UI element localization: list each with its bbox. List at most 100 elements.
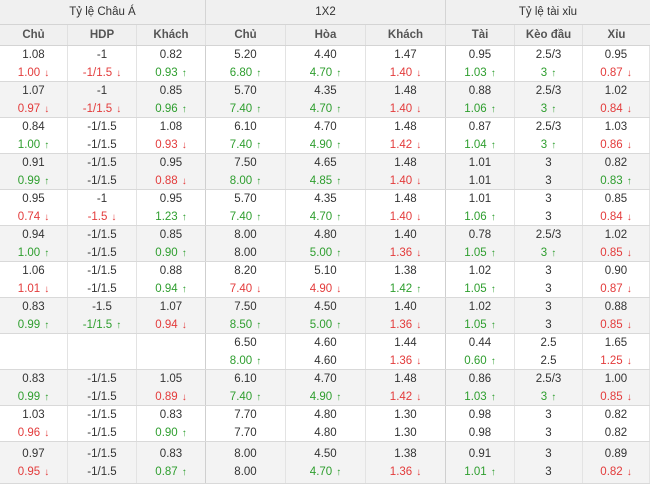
opening-odds: 0.88: [159, 264, 183, 277]
current-odds: 0.97: [18, 100, 49, 118]
opening-odds: 7.50: [234, 300, 257, 313]
cell-1x2-away: 1.38 1.36: [366, 442, 446, 483]
arrow-up-icon: [491, 392, 496, 403]
opening-odds: 1.01: [468, 192, 492, 205]
cell-under: 1.65 1.25: [583, 334, 650, 369]
cell-asian-away: 0.85 0.96: [137, 82, 206, 117]
cell-under: 1.02 0.85: [583, 226, 650, 261]
current-odds: 1.00: [18, 136, 49, 154]
arrow-up-icon: [491, 104, 496, 115]
arrow-down-icon: [44, 284, 49, 295]
current-odds: 1.40: [390, 64, 421, 82]
arrow-down-icon: [416, 320, 421, 331]
arrow-down-icon: [416, 212, 421, 223]
cell-asian-hdp: -1/1.5 -1/1.5: [68, 370, 137, 405]
cell-over: 0.98 0.98: [446, 406, 515, 441]
cell-over: 1.01 1.06: [446, 190, 515, 225]
arrow-up-icon: [551, 140, 556, 151]
arrow-down-icon: [416, 248, 421, 259]
arrow-up-icon: [256, 212, 261, 223]
arrow-down-icon: [44, 68, 49, 79]
opening-odds: 1.48: [394, 372, 417, 385]
opening-odds: 0.78: [468, 228, 492, 241]
arrow-up-icon: [256, 320, 261, 331]
opening-odds: 2.5: [540, 336, 557, 349]
current-odds: 8.00: [230, 172, 261, 190]
col-opening-line: Kèo đầu: [515, 25, 583, 45]
cell-asian-hdp: -1.5 -1/1.5: [68, 298, 137, 333]
opening-odds: 1.05: [159, 372, 183, 385]
opening-odds: 2.5/3: [535, 372, 562, 385]
current-odds: 7.40: [230, 388, 261, 406]
current-odds: 1.40: [390, 100, 421, 118]
current-odds: 0.85: [600, 316, 631, 334]
cell-asian-home: 0.83 0.99: [0, 298, 68, 333]
current-odds: 0.90: [155, 244, 186, 262]
current-odds: 0.85: [600, 388, 631, 406]
cell-under: 1.03 0.86: [583, 118, 650, 153]
current-odds: 6.80: [230, 64, 261, 82]
current-odds: 1.36: [390, 463, 421, 481]
cell-asian-hdp: -1 -1/1.5: [68, 82, 137, 117]
cell-1x2-draw: 4.65 4.85: [286, 154, 366, 189]
cell-1x2-away: 1.48 1.42: [366, 118, 446, 153]
opening-odds: 4.80: [314, 228, 337, 241]
opening-odds: 5.70: [234, 192, 257, 205]
current-odds: 0.82: [604, 426, 628, 439]
opening-odds: 6.10: [234, 372, 257, 385]
col-1x2-draw: Hòa: [286, 25, 366, 45]
opening-odds: 4.35: [314, 84, 337, 97]
cell-1x2-draw: 4.70 4.90: [286, 118, 366, 153]
arrow-down-icon: [627, 356, 632, 367]
group-over-under: Tỷ lệ tài xỉu: [518, 6, 578, 18]
arrow-up-icon: [491, 284, 496, 295]
col-1x2-away: Khách: [366, 25, 446, 45]
cell-asian-away: 0.85 0.90: [137, 226, 206, 261]
arrow-up-icon: [256, 104, 261, 115]
cell-1x2-home: 7.50 8.00: [206, 154, 286, 189]
current-odds: 7.40: [230, 280, 261, 298]
opening-odds: -1/1.5: [87, 447, 117, 460]
col-asian-away: Khách: [137, 25, 206, 45]
arrow-up-icon: [44, 392, 49, 403]
current-odds: 0.74: [18, 208, 49, 226]
opening-odds: 4.40: [314, 48, 337, 61]
cell-asian-home: 0.84 1.00: [0, 118, 68, 153]
current-odds: 8.00: [234, 465, 257, 478]
current-odds: 7.70: [234, 426, 257, 439]
cell-opening-line: 2.5/3 3: [515, 226, 583, 261]
opening-odds: 0.87: [468, 120, 492, 133]
arrow-up-icon: [182, 68, 187, 79]
current-odds: 0.87: [600, 64, 631, 82]
cell-1x2-away: 1.48 1.42: [366, 370, 446, 405]
opening-odds: 0.85: [604, 192, 628, 205]
opening-odds: 4.50: [314, 300, 337, 313]
opening-odds: 0.84: [22, 120, 45, 133]
current-odds: 3: [545, 282, 552, 295]
opening-odds: 0.95: [159, 156, 183, 169]
opening-odds: -1/1.5: [87, 264, 117, 277]
arrow-down-icon: [416, 467, 421, 478]
cell-opening-line: 2.5/3 3: [515, 82, 583, 117]
opening-odds: 1.47: [394, 48, 417, 61]
arrow-down-icon: [182, 392, 187, 403]
cell-1x2-draw: 4.50 4.70: [286, 442, 366, 483]
opening-odds: 1.00: [604, 372, 628, 385]
cell-asian-hdp: -1/1.5 -1/1.5: [68, 262, 137, 297]
arrow-up-icon: [44, 140, 49, 151]
current-odds: 4.70: [310, 208, 341, 226]
opening-odds: -1/1.5: [87, 156, 117, 169]
cell-asian-hdp: -1/1.5 -1/1.5: [68, 442, 137, 483]
opening-odds: 0.83: [159, 447, 183, 460]
arrow-up-icon: [116, 320, 121, 331]
arrow-up-icon: [256, 176, 261, 187]
current-odds: 1.06: [464, 100, 495, 118]
opening-odds: -1: [96, 192, 108, 205]
current-odds: -1/1.5: [87, 390, 117, 403]
cell-1x2-home: 8.00 8.00: [206, 442, 286, 483]
current-odds: -1/1.5: [83, 100, 121, 118]
arrow-up-icon: [256, 140, 261, 151]
opening-odds: 0.85: [159, 228, 183, 241]
cell-opening-line: 2.5/3 3: [515, 46, 583, 81]
